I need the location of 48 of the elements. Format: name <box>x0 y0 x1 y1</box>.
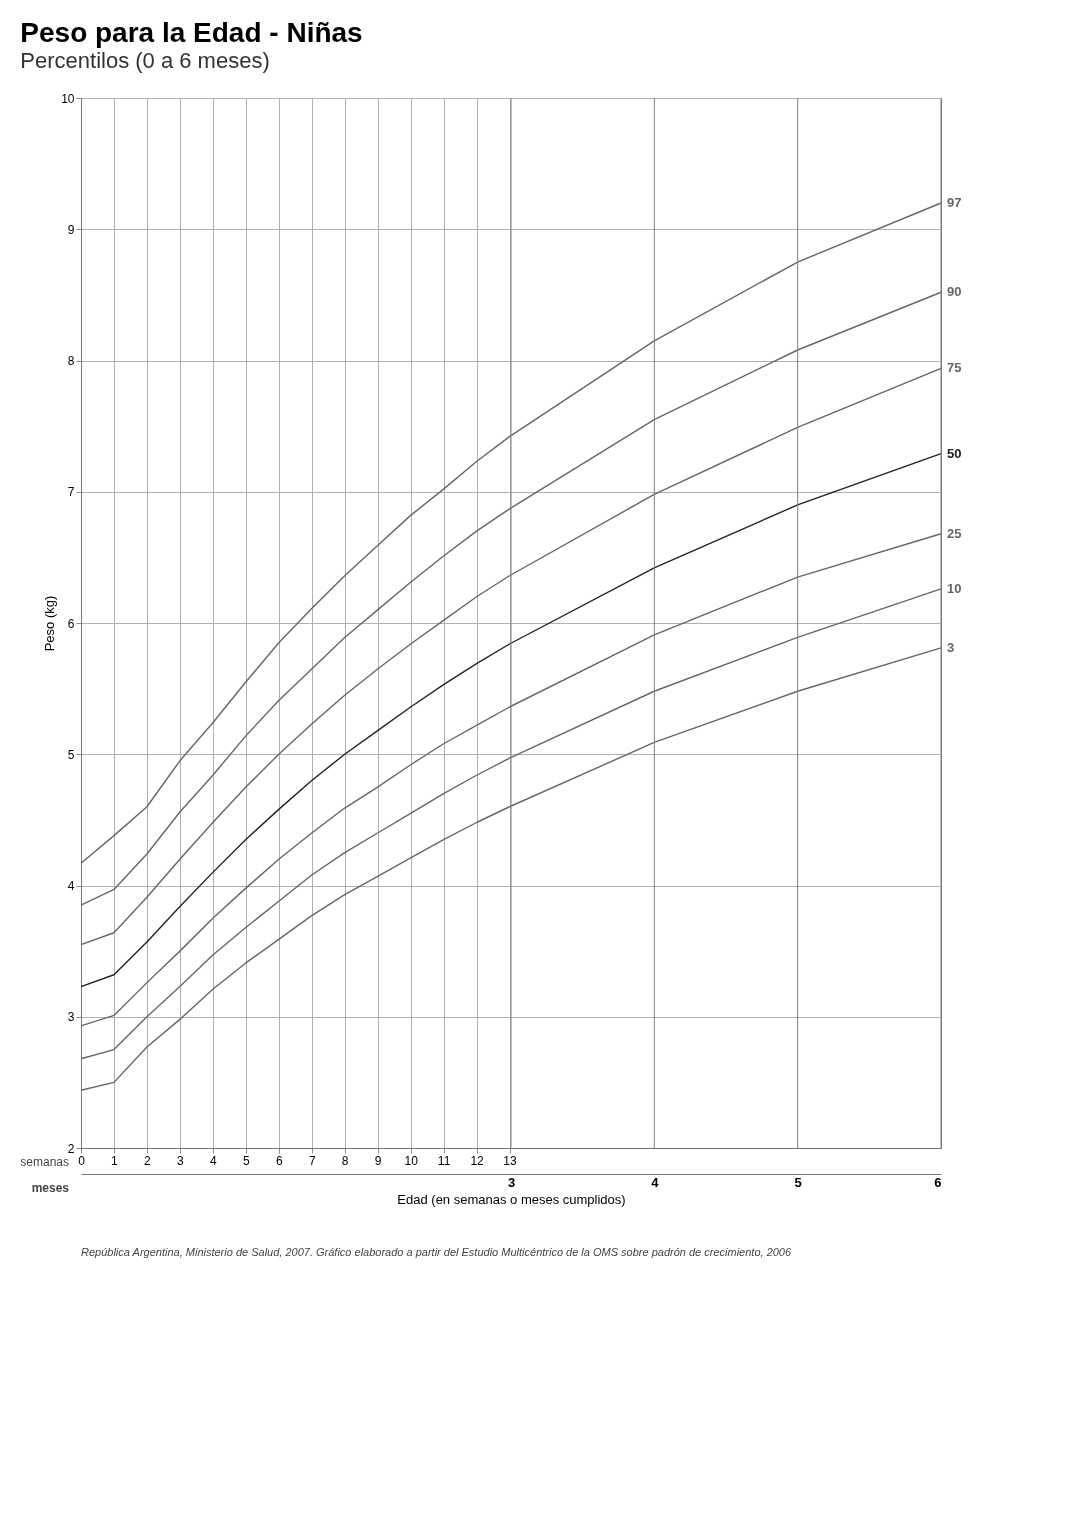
x-tick-label: 11 <box>437 1153 451 1168</box>
x-tick-label: 8 <box>341 1153 349 1168</box>
line-series <box>80 291 942 906</box>
y-tick-label: 7 <box>67 485 75 500</box>
series-label: 90 <box>947 284 962 300</box>
line-series <box>80 588 942 1060</box>
x2-tick-label: 6 <box>934 1174 942 1190</box>
x2-tick-label: 5 <box>794 1174 802 1190</box>
line-series <box>80 202 942 864</box>
series-label: 97 <box>947 195 962 210</box>
x-axis-title: Edad (en semanas o meses cumplidos) <box>397 1191 626 1207</box>
x-tick-label: 5 <box>242 1153 250 1168</box>
text: República Argentina, Ministerio de Salud, 2007. Gráfico elaborado a partir del Estudio Multicéntrico de la OMS sobre padrón de crecimiento, 2006 <box>81 1246 792 1258</box>
line-series <box>80 533 942 1027</box>
x-tick-label: 2 <box>144 1153 152 1168</box>
x-tick-label: 7 <box>308 1153 316 1168</box>
y-tick-label: 4 <box>67 879 75 893</box>
text: semanas <box>20 1155 69 1169</box>
y-tick-label: 3 <box>67 1010 75 1025</box>
x-tick-label: 3 <box>177 1153 185 1168</box>
x2-tick-label: 4 <box>651 1174 660 1190</box>
y-tick-label: 8 <box>67 354 75 368</box>
y-tick-label: 5 <box>67 747 75 762</box>
series-label: 75 <box>947 360 962 376</box>
x-tick-label: 10 <box>404 1153 419 1168</box>
y-tick-label: 10 <box>61 91 75 106</box>
x-tick-label: 12 <box>470 1153 485 1168</box>
line-series <box>80 367 942 946</box>
x-tick-label: 0 <box>78 1153 86 1168</box>
text: meses <box>31 1181 70 1195</box>
series-label: 25 <box>947 525 962 541</box>
y-tick-label: 9 <box>67 222 75 237</box>
y-tick-label: 2 <box>67 1141 75 1156</box>
y-axis-title: Peso (kg) <box>42 595 58 652</box>
x-tick-label: 6 <box>275 1153 283 1168</box>
x-tick-label: 9 <box>374 1153 382 1168</box>
series-label: 3 <box>947 639 955 655</box>
x2-tick-label: 3 <box>507 1174 516 1190</box>
x-tick-label: 1 <box>111 1153 119 1168</box>
chart-subtitle: Percentilos (0 a 6 meses) <box>20 48 270 73</box>
line-series <box>80 452 942 988</box>
series-label: 10 <box>947 580 962 596</box>
line-series <box>80 647 942 1091</box>
y-tick-label: 6 <box>67 616 75 631</box>
series-label: 50 <box>947 445 962 461</box>
chart-title: Peso para la Edad - Niñas <box>20 17 363 48</box>
x-tick-label: 13 <box>503 1153 518 1168</box>
x-tick-label: 4 <box>210 1153 218 1168</box>
